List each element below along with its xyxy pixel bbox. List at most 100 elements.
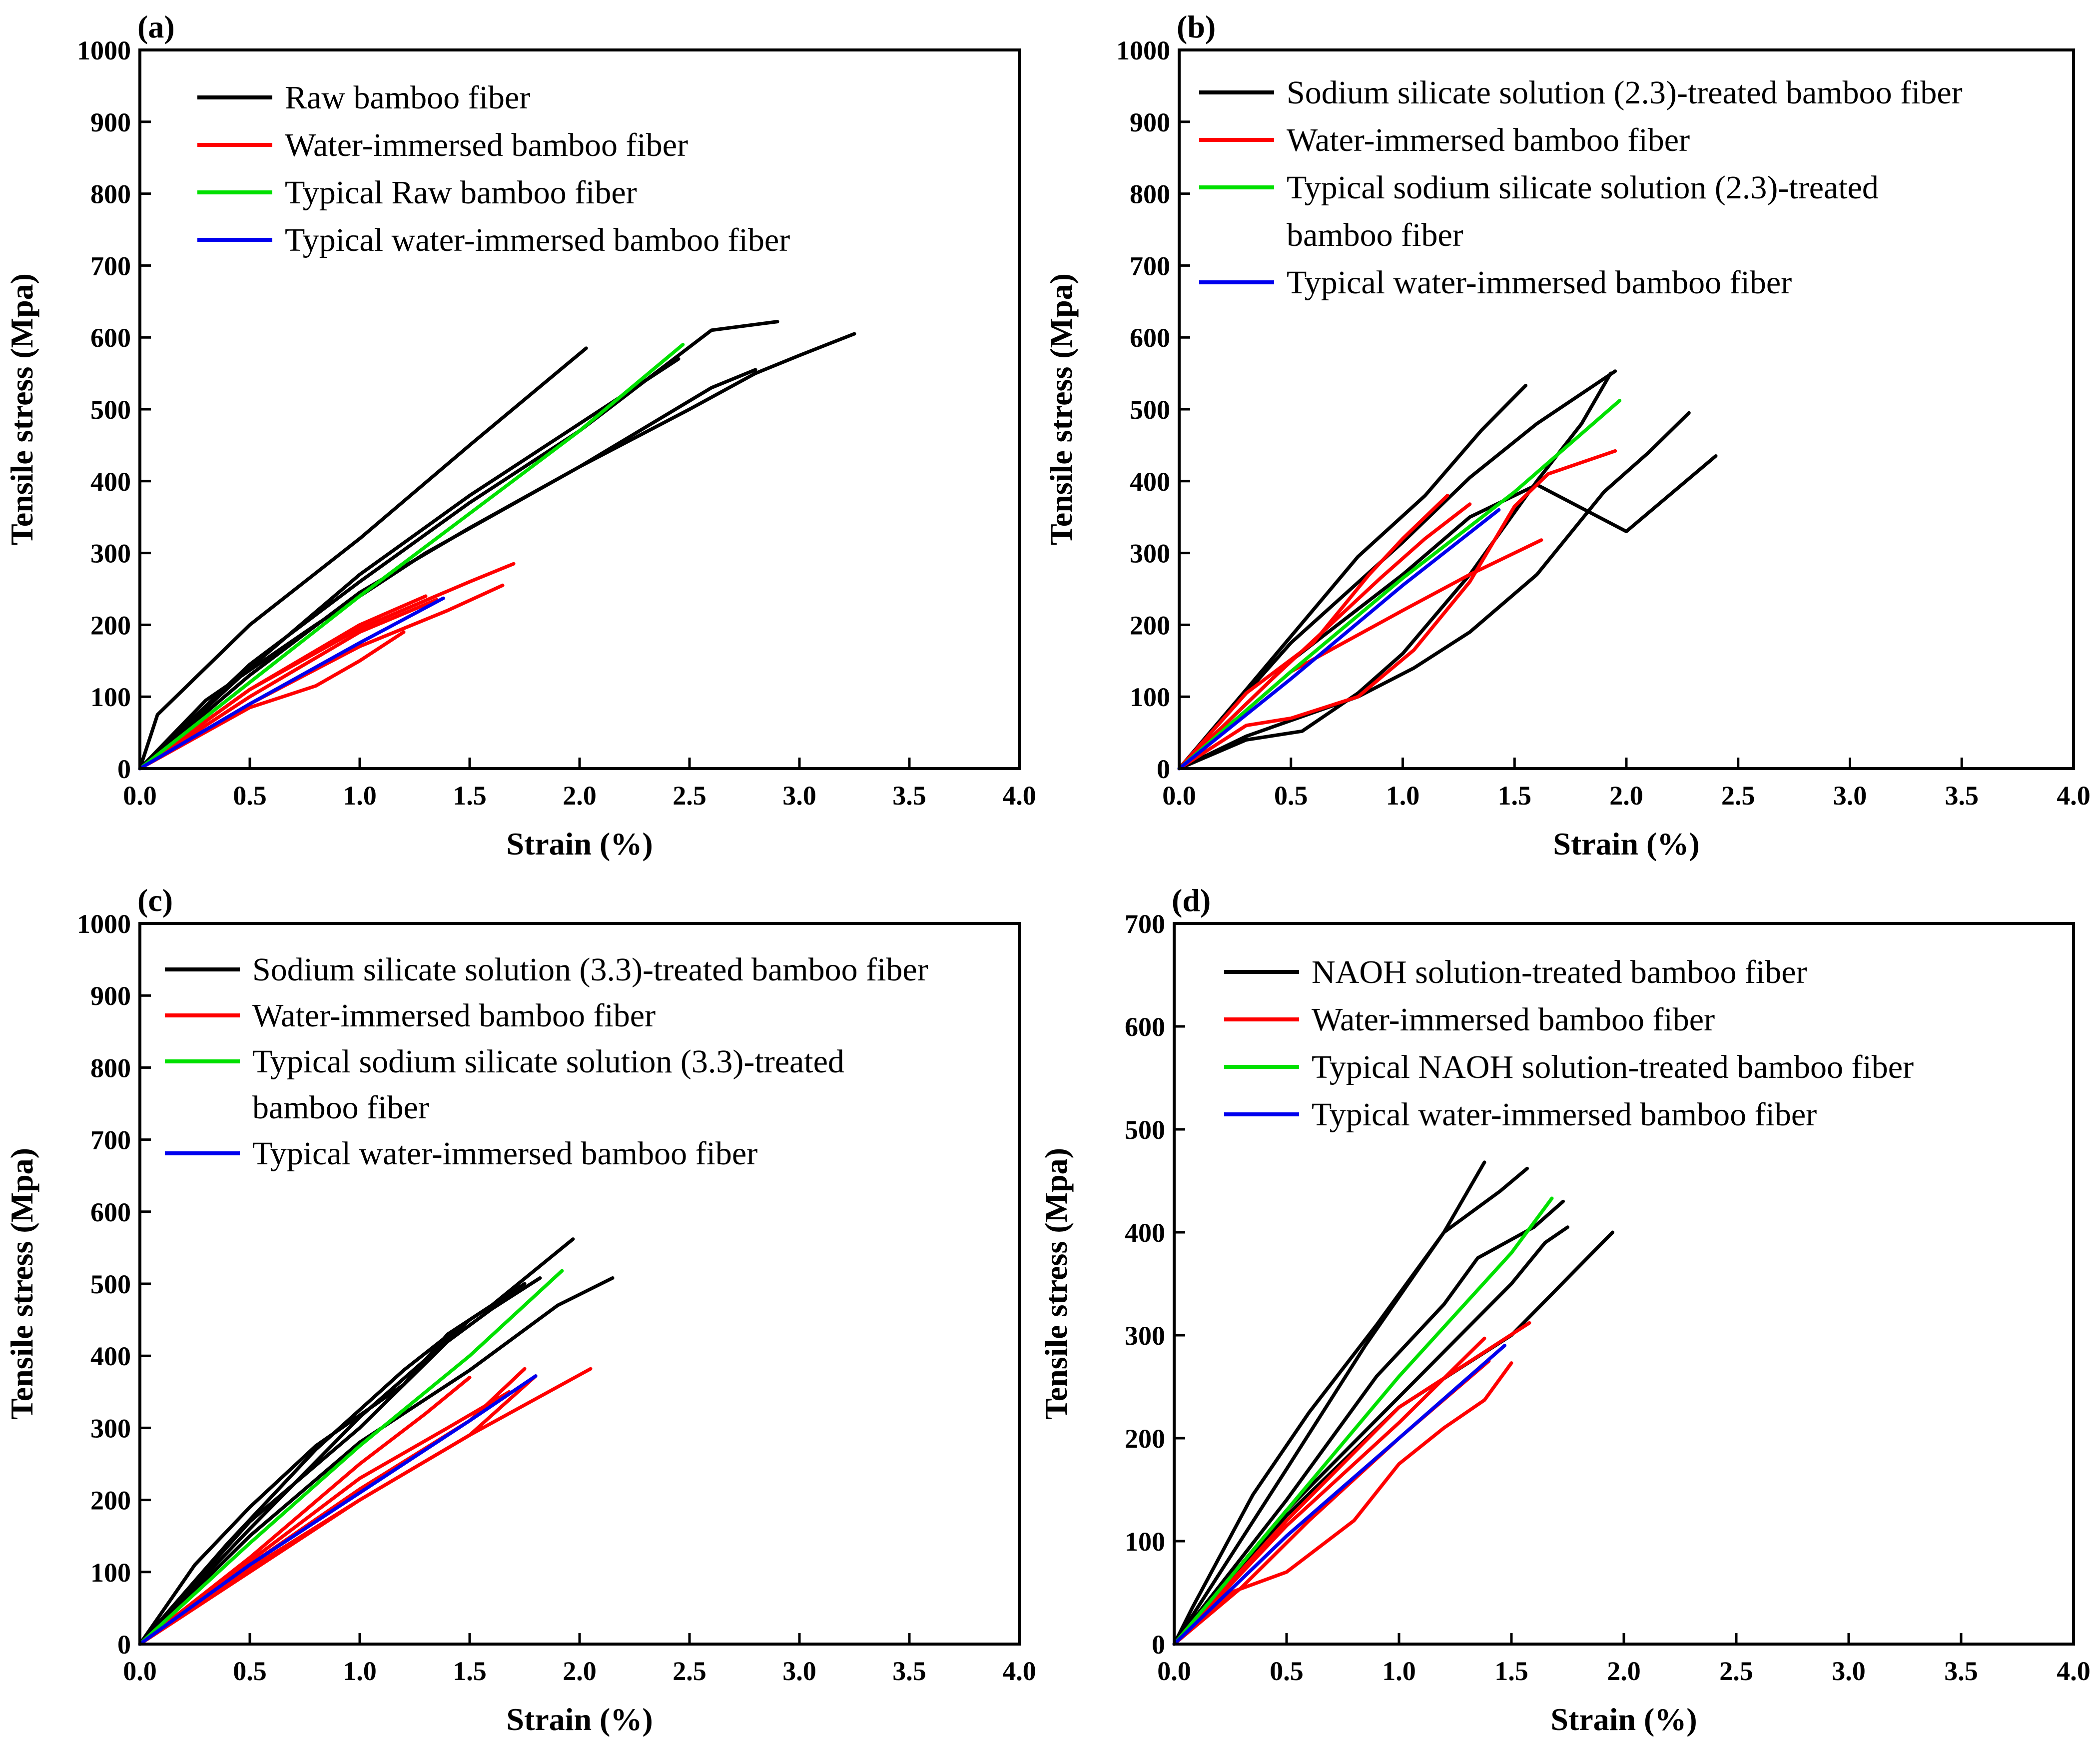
y-tick-label: 200 [1130,610,1170,640]
y-tick-label: 0 [1152,1630,1165,1660]
x-tick-label: 0.0 [123,781,157,811]
series-line-red-9 [138,562,516,771]
y-tick-label: 900 [1130,107,1170,137]
legend-label: Typical water-immersed bamboo fiber [1287,264,1792,301]
y-tick-label: 900 [90,107,131,137]
x-tick-label: 1.5 [1494,1656,1528,1686]
legend-label: Water-immersed bamboo fiber [1312,1001,1715,1038]
x-tick-label: 4.0 [2057,781,2091,811]
y-axis-title: Tensile stress (Mpa) [1038,1148,1074,1420]
panel-b: 0.0 0.5 1.0 1.5 2.0 2.5 3.0 3.5 4.0 0 100 200 300 400… [1043,9,2091,862]
legend-label: Sodium silicate solution (2.3)-treated b… [1287,74,1963,111]
y-tick-label: 200 [90,610,131,640]
x-tick-label: 3.5 [892,781,926,811]
panel-label: (d) [1172,882,1211,918]
panel-label: (b) [1177,9,1216,44]
legend: Raw bamboo fiber Water-immersed bamboo fi… [197,79,790,258]
y-tick-label: 500 [1125,1115,1165,1145]
series-line-red-7 [1172,1321,1531,1646]
series-line-black-3 [138,332,856,771]
panel-d: 0.0 0.5 1.0 1.5 2.0 2.5 3.0 3.5 4.0 0 100 200 300 400… [1038,882,2091,1737]
x-tick-label: 3.0 [1833,781,1867,811]
series-line-black-3 [138,1276,615,1646]
series-line-blue-11 [138,1374,538,1646]
x-tick-label: 0.0 [1157,1656,1191,1686]
series-line-black-4 [138,1325,461,1646]
y-tick-label: 200 [90,1486,131,1516]
y-tick-label: 0 [1157,754,1170,784]
series-line-black-1 [1177,369,1617,771]
x-tick-label: 2.0 [563,1656,597,1686]
y-tick-label: 500 [90,395,131,425]
legend-label: Typical Raw bamboo fiber [285,174,637,211]
legend-label: Typical water-immersed bamboo fiber [1312,1096,1817,1133]
x-tick-label: 4.0 [2057,1656,2091,1686]
series-line-black-4 [138,320,779,771]
legend-label: Typical NAOH solution-treated bamboo fib… [1312,1049,1914,1085]
y-tick-label: 500 [90,1269,131,1299]
legend-label: Typical sodium silicate solution (2.3)-t… [1287,169,1879,206]
series-line-blue-10 [1177,508,1501,771]
y-tick-label: 900 [90,981,131,1011]
y-tick-label: 700 [1125,909,1165,939]
y-axis-title: Tensile stress (Mpa) [4,273,39,545]
panel-label: (c) [137,882,173,918]
series-line-black-1 [138,1276,542,1646]
x-tick-label: 2.0 [563,781,597,811]
x-tick-label: 3.0 [782,1656,816,1686]
series-line-red-7 [138,1367,593,1646]
x-tick-label: 1.0 [343,1656,377,1686]
y-tick-label: 600 [1125,1012,1165,1042]
y-tick-label: 400 [90,1341,131,1371]
panel-a: 0.0 0.5 1.0 1.5 2.0 2.5 3.0 3.5 4.0 0 100 200 300 400… [4,9,1036,862]
legend-label: Water-immersed bamboo fiber [252,997,656,1034]
x-tick-label: 4.0 [1002,1656,1036,1686]
series-line-green-9 [1172,1196,1554,1646]
series-line-black-3 [1177,411,1691,771]
x-tick-label: 1.0 [343,781,377,811]
y-tick-label: 1000 [77,35,131,65]
x-tick-label: 2.5 [673,781,706,811]
legend-label: Typical water-immersed bamboo fiber [285,222,790,258]
series-line-blue-11 [138,596,445,771]
x-tick-label: 0.5 [233,781,267,811]
legend-label: bamboo fiber [252,1089,429,1126]
series-line-red-9 [138,1390,511,1646]
y-tick-label: 200 [1125,1424,1165,1454]
x-tick-label: 1.0 [1386,781,1420,811]
y-tick-label: 600 [90,323,131,353]
x-tick-label: 0.0 [1162,781,1196,811]
series-line-black-2 [1172,1199,1565,1646]
series-line-black-0 [1177,384,1528,771]
series-line-blue-10 [1172,1344,1506,1646]
series-line-red-8 [1177,502,1472,771]
x-axis-title: Strain (%) [1553,826,1699,862]
y-tick-label: 600 [90,1197,131,1227]
series-line-red-5 [1177,494,1449,771]
legend: Sodium silicate solution (3.3)-treated b… [165,951,928,1172]
x-tick-label: 2.0 [1609,781,1643,811]
y-tick-label: 400 [1125,1218,1165,1248]
y-tick-label: 300 [1130,539,1170,569]
legend-label: NAOH solution-treated bamboo fiber [1312,954,1807,990]
y-axis-title: Tensile stress (Mpa) [1043,273,1079,545]
x-axis-title: Strain (%) [1550,1702,1697,1737]
y-tick-label: 800 [1130,179,1170,209]
legend-label: Water-immersed bamboo fiber [1287,122,1690,158]
y-tick-label: 500 [1130,395,1170,425]
x-tick-label: 3.5 [1944,1656,1978,1686]
y-tick-label: 1000 [1116,35,1170,65]
y-tick-label: 0 [117,1630,131,1660]
series-line-red-7 [138,598,439,771]
y-tick-label: 700 [1130,251,1170,281]
legend-label: Sodium silicate solution (3.3)-treated b… [252,951,928,988]
series-line-black-2 [138,1282,527,1646]
y-tick-label: 100 [1125,1527,1165,1557]
y-tick-label: 400 [1130,467,1170,497]
y-tick-label: 100 [1130,682,1170,712]
legend-label: Typical water-immersed bamboo fiber [252,1135,757,1172]
legend-label: Typical sodium silicate solution (3.3)-t… [252,1043,844,1080]
series-line-black-0 [138,346,588,771]
x-tick-label: 1.5 [453,781,487,811]
